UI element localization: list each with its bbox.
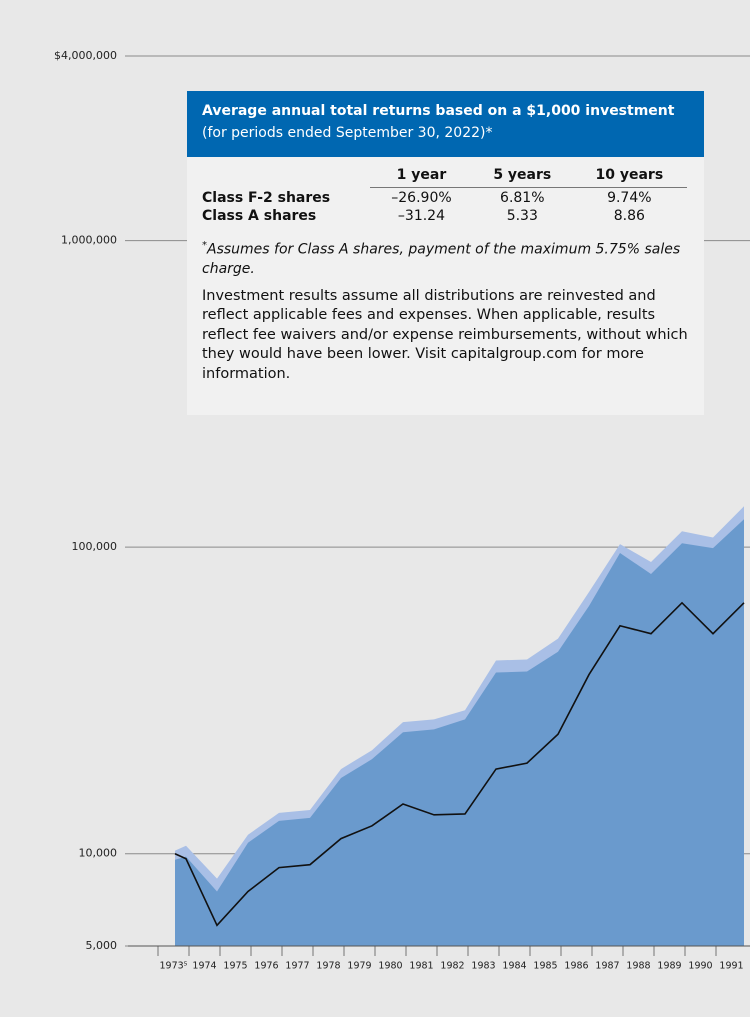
x-tick-label: 1991 xyxy=(719,961,743,972)
line xyxy=(174,601,745,927)
y-tick-label: 100,000 xyxy=(72,540,118,553)
returns-box: Average annual total returns based on a … xyxy=(187,91,704,415)
x-tick-label: 1979 xyxy=(347,961,371,972)
x-tick-label: 1984 xyxy=(502,961,526,972)
column-header: 10 years xyxy=(571,165,687,188)
x-tick-label: 1982 xyxy=(440,961,464,972)
returns-table: 1 year 5 years 10 years Class F-2 shares… xyxy=(202,165,687,224)
row-label: Class F-2 shares xyxy=(202,189,331,206)
footnote: *Assumes for Class A shares, payment of … xyxy=(202,236,689,279)
row: Class F-2 shares –26.90% 6.81% 9.74% xyxy=(202,188,687,206)
cell: –31.24 xyxy=(397,208,445,224)
y-tick-label: 10,000 xyxy=(79,847,118,860)
column-header: 5 years xyxy=(472,165,572,188)
row-label: Class A shares xyxy=(202,208,317,224)
footnote-text: Assumes for Class A shares, payment of t… xyxy=(202,241,681,277)
x-tick-label: 1986 xyxy=(564,961,588,972)
x-tick-label: 1981 xyxy=(409,961,433,972)
x-tick-label: 1985 xyxy=(533,961,557,972)
cell: 5.33 xyxy=(506,208,538,224)
x-tick-label: 1987 xyxy=(595,961,619,972)
x-tick-label: 1977 xyxy=(285,961,309,972)
header-row: 1 year 5 years 10 years xyxy=(202,165,687,188)
x-tick-label: 1989 xyxy=(657,961,681,972)
x-tick-label: 1978 xyxy=(316,961,340,972)
area xyxy=(175,519,744,946)
y-tick-label: $4,000,000 xyxy=(54,49,117,62)
x-tick-label: 1990 xyxy=(688,961,712,972)
x-tick-label: 1988 xyxy=(626,961,650,972)
box-title: Average annual total returns based on a … xyxy=(202,103,675,119)
cell: 8.86 xyxy=(613,208,645,224)
x-tick-label: 1976 xyxy=(254,961,278,972)
x-tick-label: 1980 xyxy=(378,961,402,972)
box-header: Average annual total returns based on a … xyxy=(187,91,704,157)
cell: –26.90% xyxy=(391,190,452,206)
x-tick-label: 1975 xyxy=(223,961,247,972)
column-header: 1 year xyxy=(370,165,473,188)
cell: 6.81% xyxy=(500,190,545,206)
y-tick-label: 1,000,000 xyxy=(61,234,117,247)
cell: 9.74% xyxy=(607,190,652,206)
row: Class A shares –31.24 5.33 8.86 xyxy=(202,206,687,224)
x-tick-label: 1973⁵ xyxy=(160,961,188,972)
footnote-marker: * xyxy=(202,240,207,251)
note: Investment results assume all distributi… xyxy=(202,287,688,382)
box-subtitle: (for periods ended September 30, 2022)* xyxy=(202,125,493,141)
x-tick-label: 1983 xyxy=(471,961,495,972)
y-tick-label: 5,000 xyxy=(86,939,118,952)
x-tick-label: 1974 xyxy=(192,961,216,972)
